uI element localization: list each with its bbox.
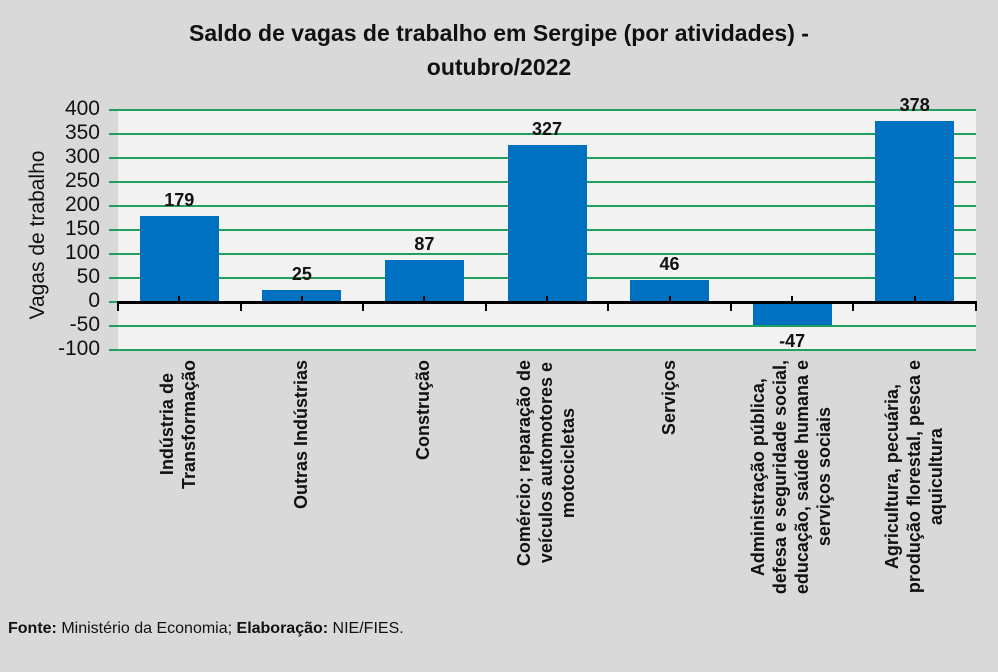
gridline xyxy=(118,133,976,135)
plot-area xyxy=(109,109,976,351)
x-axis-tick xyxy=(852,300,855,311)
x-axis-center-tick xyxy=(178,296,181,303)
category-label-text: Indústria de Transformação xyxy=(157,360,200,490)
bar xyxy=(752,302,832,325)
bar-value-label: 46 xyxy=(659,253,680,274)
y-axis-tick xyxy=(109,229,118,231)
y-tick-label: 250 xyxy=(64,169,100,192)
footer-fonte-label: Fonte: xyxy=(8,620,57,637)
category-label-text: Outras Indústrias xyxy=(290,360,311,510)
category-label-text: Serviços xyxy=(658,360,679,436)
y-axis-tick xyxy=(109,133,118,135)
y-tick-label: 50 xyxy=(76,265,100,288)
category-label: Outras Indústrias xyxy=(241,360,364,622)
bar-value-label: 87 xyxy=(414,234,435,255)
y-tick-label: 200 xyxy=(64,193,100,216)
y-axis-tick xyxy=(109,277,118,279)
x-axis-center-tick xyxy=(791,296,794,303)
x-axis-tick xyxy=(239,300,242,311)
y-axis-tick xyxy=(109,253,118,255)
bar xyxy=(507,145,587,302)
category-label-text: Comércio; reparação de veículos automoto… xyxy=(514,360,578,567)
y-axis-tick xyxy=(109,109,118,111)
y-axis-tick xyxy=(109,349,118,351)
y-axis-tick xyxy=(109,157,118,159)
y-axis-tick xyxy=(109,325,118,327)
category-label-text: Agricultura, pecuária, produção floresta… xyxy=(881,360,946,594)
x-axis-tick xyxy=(607,300,610,311)
footer-fonte-text: Ministério da Economia; xyxy=(56,620,237,637)
bar-value-label: 327 xyxy=(531,119,563,140)
gridline xyxy=(118,325,976,327)
gridline xyxy=(118,349,976,351)
bar-value-label: -47 xyxy=(779,330,806,351)
category-label-text: Construção xyxy=(413,360,434,461)
x-axis-tick xyxy=(484,300,487,311)
x-axis-tick xyxy=(362,300,365,311)
x-axis-tick xyxy=(117,300,119,311)
x-axis-center-tick xyxy=(668,296,671,303)
y-axis-tick xyxy=(109,181,118,183)
bar xyxy=(875,120,955,302)
category-label: Construção xyxy=(363,360,486,622)
category-label: Comércio; reparação de veículos automoto… xyxy=(486,360,609,622)
x-axis-center-tick xyxy=(300,296,303,303)
bar xyxy=(384,260,464,302)
y-axis-tick xyxy=(109,205,118,207)
x-axis-center-tick xyxy=(546,296,548,303)
chart-title: Saldo de vagas de trabalho em Sergipe (p… xyxy=(189,20,809,80)
gridline xyxy=(118,109,976,111)
x-axis-tick xyxy=(975,300,977,311)
x-axis-center-tick xyxy=(423,296,426,303)
y-tick-label: 0 xyxy=(88,289,100,312)
y-tick-label: 350 xyxy=(64,121,100,144)
bar-value-label: 25 xyxy=(291,264,312,284)
category-label: Agricultura, pecuária, produção floresta… xyxy=(853,360,976,622)
category-label: Serviços xyxy=(608,360,731,622)
chart-footer: Fonte: Ministério da Economia; Elaboraçã… xyxy=(8,620,404,638)
y-tick-label: 400 xyxy=(64,97,100,120)
y-tick-label: 150 xyxy=(64,217,100,240)
footer-elaboracao-text: NIE/FIES. xyxy=(328,620,404,637)
category-label: Indústria de Transformação xyxy=(118,360,241,622)
footer-elaboracao-label: Elaboração: xyxy=(236,620,329,637)
bar-value-label: 179 xyxy=(164,190,195,211)
y-tick-label: 300 xyxy=(64,145,100,168)
x-axis-tick xyxy=(729,300,732,311)
y-tick-label: 100 xyxy=(64,241,100,264)
bar xyxy=(139,216,219,302)
category-label: Administração pública, defesa e segurida… xyxy=(731,360,854,622)
category-label-text: Administração pública, defesa e segurida… xyxy=(748,360,835,595)
y-axis-tick xyxy=(109,301,118,303)
bar-value-label: 378 xyxy=(899,94,930,115)
x-axis-center-tick xyxy=(913,296,916,303)
y-tick-label: -50 xyxy=(69,313,100,336)
y-tick-label: -100 xyxy=(57,337,100,360)
bar xyxy=(630,279,710,302)
